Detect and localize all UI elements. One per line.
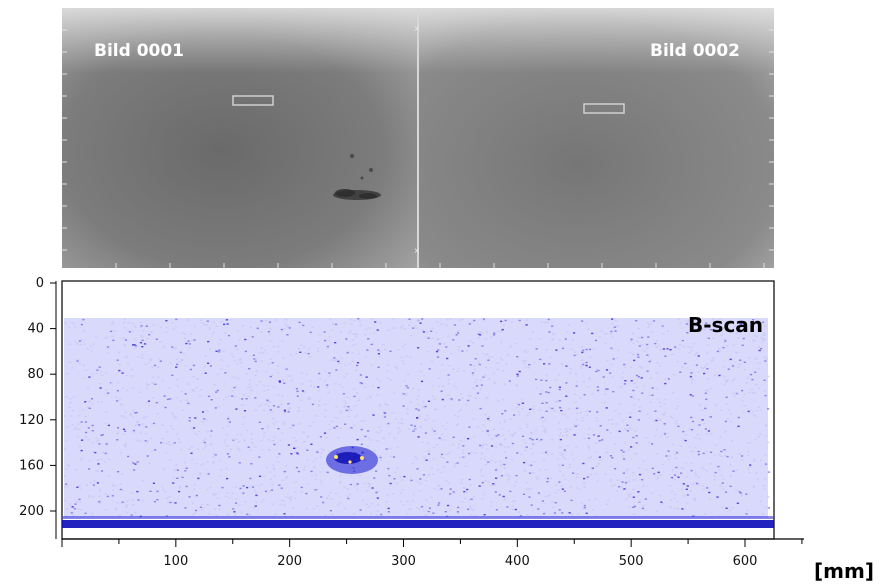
y-tick-label: 80 bbox=[27, 367, 44, 382]
label-bild-0001: Bild 0001 bbox=[94, 41, 184, 61]
y-tick-label: 0 bbox=[36, 276, 44, 291]
defect-echo bbox=[326, 446, 378, 474]
x-tick-label: 500 bbox=[619, 554, 644, 569]
x-tick-label: 200 bbox=[277, 554, 302, 569]
x-tick-label: 300 bbox=[391, 554, 416, 569]
label-bild-0002: Bild 0002 bbox=[650, 41, 740, 61]
y-tick-label: 120 bbox=[19, 413, 44, 428]
x-axis: 100 200 300 400 500 600 bbox=[61, 539, 803, 569]
backwall-echo bbox=[62, 520, 774, 528]
iqi-marker-left bbox=[232, 95, 274, 106]
y-tick-label: 40 bbox=[27, 322, 44, 337]
bscan-panel: 0 40 80 120 160 200 100 200 300 400 500 600 B-scan… bbox=[19, 276, 874, 583]
iqi-marker-right bbox=[583, 103, 625, 114]
x-tick-label: 600 bbox=[733, 554, 758, 569]
svg-text:×: × bbox=[414, 246, 420, 257]
x-tick-label: 100 bbox=[163, 554, 188, 569]
y-tick-label: 160 bbox=[19, 458, 44, 473]
x-unit-label: [mm] bbox=[814, 559, 874, 583]
bscan-title: B-scan bbox=[688, 313, 763, 337]
y-axis: 0 40 80 120 160 200 bbox=[19, 276, 57, 539]
defect-indication bbox=[333, 154, 381, 200]
bscan-speckle bbox=[64, 318, 771, 518]
radiograph-panel: × × Bild 0001 Bild 0002 bbox=[62, 8, 774, 268]
svg-text:×: × bbox=[414, 24, 420, 35]
x-tick-label: 400 bbox=[505, 554, 530, 569]
y-tick-label: 200 bbox=[19, 504, 44, 519]
